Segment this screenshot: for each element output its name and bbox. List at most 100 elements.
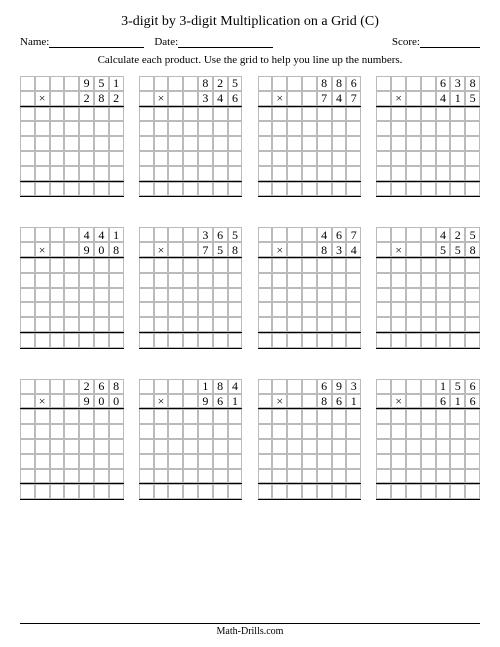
grid-cell: [79, 151, 94, 166]
grid-cell: [317, 302, 332, 317]
grid-cell: [391, 258, 406, 273]
grid-cell: [79, 439, 94, 454]
grid-cell: [79, 288, 94, 303]
grid-cell: [346, 409, 361, 424]
grid-cell: [465, 121, 480, 136]
grid-cell: ×: [391, 91, 406, 106]
grid-cell: [20, 91, 35, 106]
grid-cell: [109, 107, 124, 122]
grid-cell: [376, 107, 391, 122]
grid-cell: [258, 469, 273, 484]
grid-cell: [20, 379, 35, 394]
grid-cell: 8: [465, 242, 480, 257]
grid-cell: [421, 273, 436, 288]
grid-cell: [346, 439, 361, 454]
grid-cell: [50, 484, 65, 499]
grid-cell: [450, 288, 465, 303]
grid-section: [20, 182, 124, 197]
grid-cell: [406, 439, 421, 454]
grid-cell: [109, 258, 124, 273]
grid-cell: [317, 469, 332, 484]
grid-cell: [20, 76, 35, 91]
grid-cell: [302, 76, 317, 91]
grid-cell: 1: [109, 227, 124, 242]
grid-cell: [183, 469, 198, 484]
grid-cell: [346, 121, 361, 136]
grid-cell: [332, 258, 347, 273]
grid-cell: [168, 379, 183, 394]
grid-cell: [183, 394, 198, 409]
grid-cell: [35, 151, 50, 166]
grid-cell: ×: [391, 242, 406, 257]
grid-cell: 7: [317, 91, 332, 106]
grid-cell: [450, 273, 465, 288]
grid-cell: [168, 166, 183, 181]
meta-row: Name: Date: Score:: [20, 36, 480, 48]
grid-cell: [168, 288, 183, 303]
grid-cell: [198, 273, 213, 288]
grid-cell: [228, 302, 243, 317]
rule-line: [376, 499, 480, 500]
grid-cell: [64, 333, 79, 348]
grid-section: [376, 258, 480, 332]
grid-cell: [302, 394, 317, 409]
grid-cell: [258, 302, 273, 317]
grid-cell: 8: [317, 242, 332, 257]
grid-cell: [317, 151, 332, 166]
grid-cell: [287, 409, 302, 424]
grid-cell: [154, 76, 169, 91]
grid-cell: [20, 454, 35, 469]
grid-cell: [346, 333, 361, 348]
grid-cell: [109, 288, 124, 303]
grid-cell: [139, 166, 154, 181]
grid-cell: [406, 484, 421, 499]
grid-section: [258, 258, 362, 332]
grid-cell: [436, 439, 451, 454]
grid-cell: [109, 409, 124, 424]
grid-section: [376, 484, 480, 499]
grid-cell: [272, 409, 287, 424]
name-line[interactable]: [49, 36, 144, 48]
rule-line: [20, 348, 124, 349]
problem: 365×758: [139, 227, 243, 348]
grid-cell: [228, 107, 243, 122]
grid-cell: [228, 469, 243, 484]
score-line[interactable]: [420, 36, 480, 48]
grid-cell: [64, 409, 79, 424]
grid-cell: [406, 333, 421, 348]
grid-cell: 3: [198, 227, 213, 242]
grid-cell: [421, 302, 436, 317]
grid-section: [258, 182, 362, 197]
grid-cell: [228, 121, 243, 136]
grid-cell: [376, 394, 391, 409]
grid-cell: [287, 439, 302, 454]
grid-cell: [228, 484, 243, 499]
grid-cell: [154, 182, 169, 197]
grid-cell: [346, 107, 361, 122]
grid-cell: [258, 379, 273, 394]
grid-cell: [317, 484, 332, 499]
grid-cell: [50, 121, 65, 136]
grid-cell: [421, 484, 436, 499]
grid-cell: [139, 333, 154, 348]
grid-cell: [50, 182, 65, 197]
grid-cell: [332, 302, 347, 317]
grid-cell: [168, 151, 183, 166]
grid-cell: [183, 76, 198, 91]
grid-cell: [183, 317, 198, 332]
grid-cell: [50, 439, 65, 454]
grid-cell: [258, 166, 273, 181]
grid-cell: [421, 136, 436, 151]
grid-section: 268×900: [20, 379, 124, 409]
grid-cell: [183, 288, 198, 303]
grid-cell: [406, 258, 421, 273]
date-line[interactable]: [178, 36, 273, 48]
grid-cell: [154, 333, 169, 348]
grid-cell: 8: [317, 76, 332, 91]
grid-cell: [287, 91, 302, 106]
grid-cell: [35, 182, 50, 197]
grid-cell: [287, 182, 302, 197]
grid-cell: [154, 151, 169, 166]
grid-cell: [376, 273, 391, 288]
grid-cell: [436, 424, 451, 439]
